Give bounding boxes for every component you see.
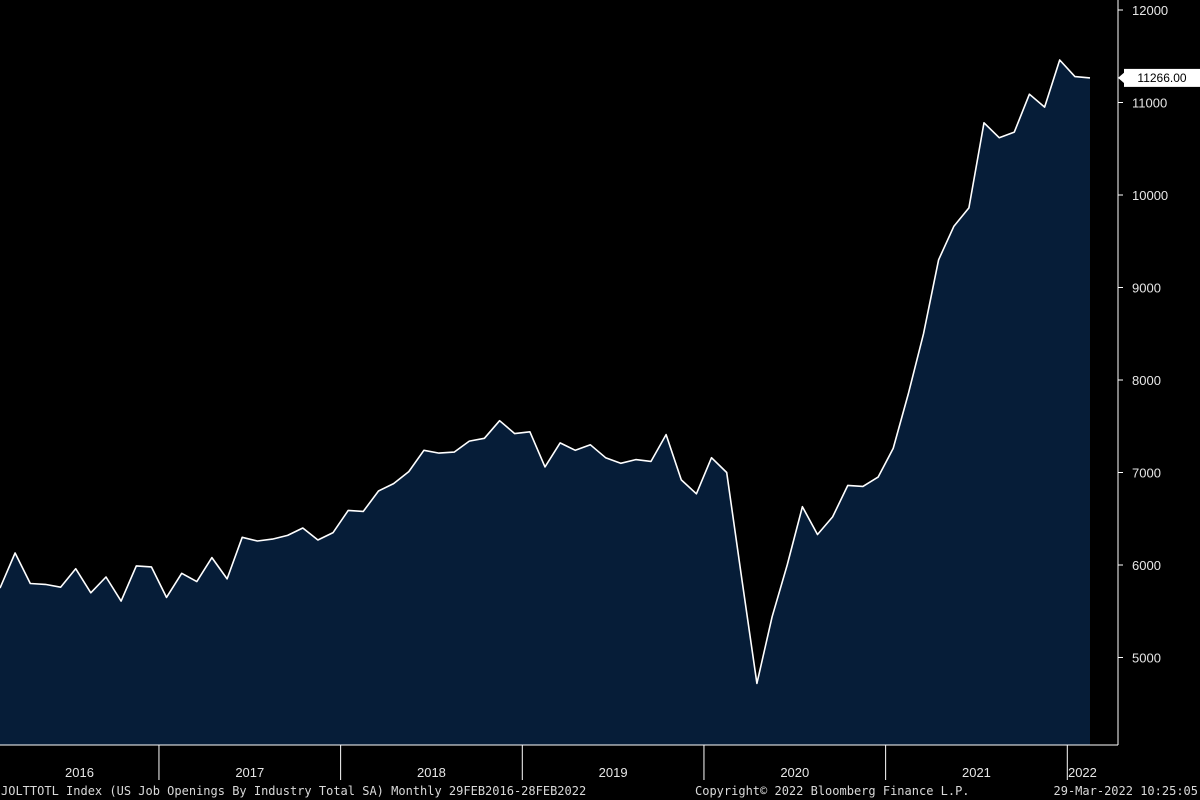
last-value-label: 11266.00 <box>1137 71 1186 85</box>
y-tick-label: 7000 <box>1132 466 1161 481</box>
last-value-marker: 11266.00 <box>1118 68 1200 87</box>
x-tick-label: 2018 <box>417 765 446 780</box>
footer-copyright: Copyright© 2022 Bloomberg Finance L.P. <box>695 784 970 798</box>
area-fill <box>0 60 1090 745</box>
x-tick-label: 2017 <box>235 765 264 780</box>
y-tick-label: 8000 <box>1132 373 1161 388</box>
x-tick-label: 2021 <box>962 765 991 780</box>
y-axis: 5000 6000 7000 8000 9000 10000 11000 12000 <box>1117 0 1168 745</box>
x-axis: 2016 2017 2018 2019 2020 2021 2022 <box>0 744 1118 780</box>
x-tick-label: 2016 <box>65 765 94 780</box>
footer-ticker: JOLTTOTL Index (US Job Openings By Indus… <box>1 784 586 798</box>
series-line <box>0 59 1091 685</box>
last-value-pointer <box>1118 71 1125 84</box>
footer-timestamp: 29-Mar-2022 10:25:05 <box>1054 784 1199 798</box>
y-tick-label: 12000 <box>1132 3 1168 18</box>
last-value-box <box>1124 68 1200 87</box>
y-tick-label: 5000 <box>1132 651 1161 666</box>
x-tick-label: 2019 <box>599 765 628 780</box>
x-tick-label: 2022 <box>1068 765 1097 780</box>
y-tick-label: 11000 <box>1132 96 1167 111</box>
x-tick-label: 2020 <box>780 765 809 780</box>
y-tick-label: 9000 <box>1132 281 1161 296</box>
y-tick-label: 10000 <box>1132 188 1168 203</box>
footer: JOLTTOTL Index (US Job Openings By Indus… <box>1 784 1198 798</box>
y-tick-label: 6000 <box>1132 558 1161 573</box>
